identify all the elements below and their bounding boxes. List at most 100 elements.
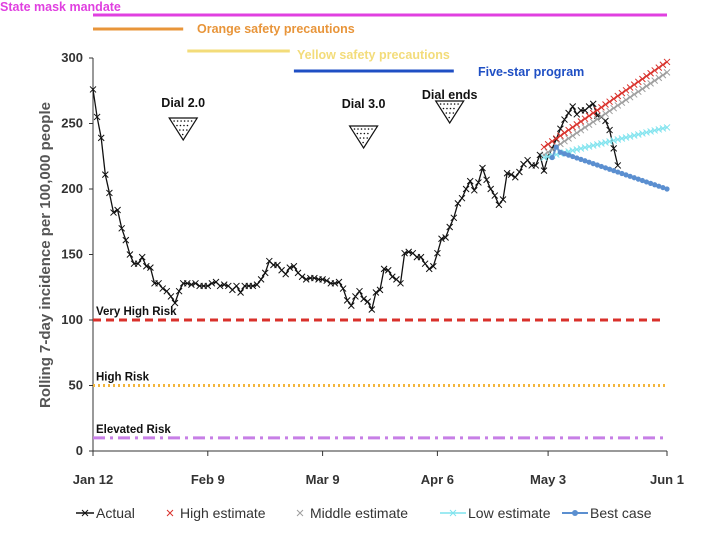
data-point: [634, 78, 642, 86]
data-point: [618, 89, 626, 97]
data-point: [626, 93, 634, 101]
data-point: [296, 509, 304, 517]
data-point: [593, 106, 601, 114]
data-point: [89, 86, 97, 93]
risk-label: Very High Risk: [96, 306, 177, 318]
dial-dot: [186, 124, 189, 127]
dial-dot: [176, 124, 178, 127]
dial-dot: [179, 124, 182, 127]
risk-label: High Risk: [96, 372, 150, 384]
plot-area: 0 50 100 150 200 250 300 Jan 12 Feb 9 Mar 9 Apr 6…: [61, 50, 684, 487]
data-point: [648, 180, 654, 186]
dial-dot: [180, 120, 182, 122]
data-point: [171, 299, 179, 307]
dial-dot: [448, 116, 451, 119]
data-point: [585, 143, 593, 150]
data-point: [159, 285, 167, 292]
data-point: [630, 91, 638, 98]
data-point: [606, 107, 613, 115]
legend-item: Actual: [76, 505, 135, 521]
data-point: [360, 295, 367, 303]
data-point: [602, 101, 609, 108]
data-point: [577, 126, 585, 134]
dial-triangle: [168, 117, 199, 142]
legend-label: Middle estimate: [310, 505, 408, 521]
data-point: [532, 162, 540, 169]
data-point: [147, 264, 154, 271]
data-point: [659, 125, 667, 132]
data-point: [274, 261, 281, 269]
legend-item: Best case: [562, 505, 652, 521]
data-point: [561, 151, 568, 157]
data-point: [507, 171, 515, 178]
x-tick-label: Jun 1: [650, 472, 684, 487]
data-point: [569, 103, 577, 110]
data-point: [610, 95, 618, 103]
data-point: [581, 124, 589, 131]
data-point: [607, 166, 613, 172]
data-point: [466, 177, 474, 185]
dial-dot: [357, 128, 359, 130]
dial-dot: [362, 137, 365, 139]
dial-dot: [371, 128, 373, 130]
dial-markers: Dial 2.0 Dial 3.0 Dial ends: [161, 88, 478, 150]
data-point: [565, 135, 572, 142]
data-point: [479, 164, 486, 172]
data-point: [434, 249, 441, 257]
data-point: [495, 201, 503, 209]
x-ticks: Jan 12 Feb 9 Mar 9 Apr 6 May 3 Jun 1: [73, 451, 684, 487]
data-point: [639, 75, 646, 83]
data-point: [286, 264, 294, 271]
series-middle-estimate: [540, 69, 671, 159]
data-point: [622, 134, 630, 141]
data-point: [643, 82, 650, 90]
data-point: [352, 293, 359, 300]
data-point: [548, 138, 556, 145]
policy-bar-label: Orange safety precautions: [197, 22, 355, 36]
data-point: [458, 194, 466, 202]
data-point: [401, 249, 408, 257]
legend: Actual High estimate Middle estimate Low es…: [76, 505, 652, 521]
data-point: [253, 281, 261, 288]
data-point: [438, 235, 445, 243]
y-axis-title: Rolling 7-day incidence per 100,000 peop…: [37, 102, 54, 408]
data-point: [585, 103, 593, 110]
data-point: [594, 162, 600, 168]
data-point: [610, 104, 618, 112]
data-point: [138, 253, 146, 261]
data-point: [602, 165, 609, 171]
legend-item: High estimate: [166, 505, 266, 521]
data-point: [615, 169, 621, 175]
dial-label: Dial ends: [422, 88, 478, 102]
data-point: [368, 306, 376, 313]
data-point: [335, 278, 343, 286]
data-point: [101, 171, 109, 178]
data-point: [106, 189, 113, 197]
data-point: [192, 279, 199, 287]
data-point: [606, 98, 613, 106]
dial-dot: [359, 137, 362, 139]
data-point: [573, 121, 581, 128]
data-point: [622, 86, 630, 94]
data-point: [602, 110, 609, 118]
data-point: [655, 64, 663, 71]
legend-label: Best case: [590, 505, 652, 521]
data-point: [655, 74, 663, 82]
data-point: [397, 279, 404, 287]
legend-marker: [572, 510, 578, 516]
y-tick-label: 250: [61, 116, 83, 131]
dial-dot: [446, 103, 449, 105]
risk-label: Elevated Risk: [96, 424, 171, 436]
dial-dot: [457, 103, 459, 105]
data-point: [302, 276, 310, 283]
data-point: [561, 137, 568, 145]
dial-dot: [176, 120, 179, 122]
data-point: [630, 132, 638, 139]
data-point: [142, 262, 150, 270]
data-point: [631, 175, 637, 181]
series-best-case: [549, 144, 670, 192]
policy-bar-label: Yellow safety precautions: [297, 48, 450, 62]
data-point: [454, 200, 462, 207]
data-point: [623, 172, 629, 178]
legend-label: Actual: [96, 505, 135, 521]
